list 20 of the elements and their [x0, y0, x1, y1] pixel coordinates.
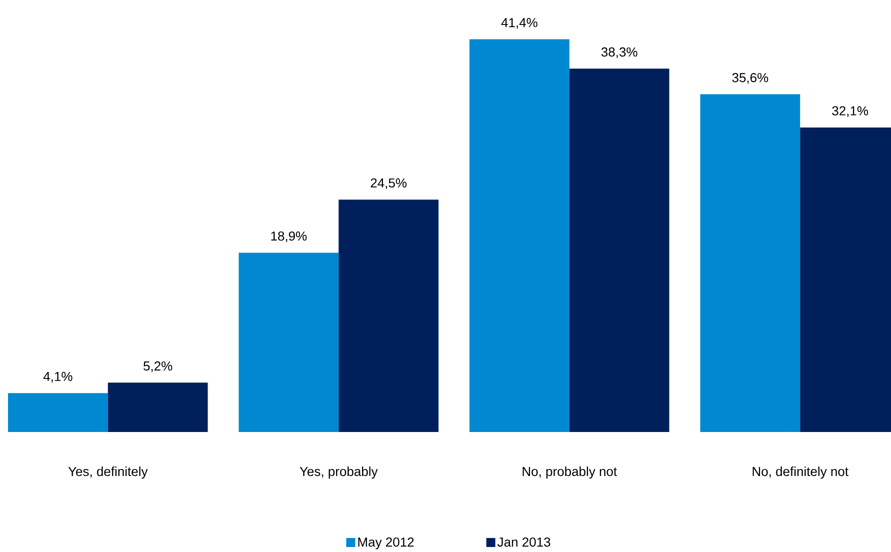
bar [238, 252, 339, 432]
data-label: 38,3% [601, 47, 638, 58]
bar [569, 68, 670, 432]
x-tick-label: Yes, definitely [68, 466, 148, 479]
x-tick-label: No, probably not [522, 466, 617, 479]
data-label: 24,5% [370, 178, 407, 190]
data-label: 35,6% [732, 73, 768, 84]
legend-label: May 2012 [358, 537, 414, 550]
x-tick-label: No, definitely not [752, 466, 848, 479]
data-label: 41,4% [501, 18, 538, 29]
data-label: 4,1% [43, 372, 72, 383]
x-tick-label: Yes, probably [300, 466, 378, 479]
bar [338, 200, 439, 432]
data-label: 32,1% [832, 106, 868, 117]
legend-label: Jan 2013 [498, 537, 550, 547]
bar [469, 39, 570, 432]
bar [108, 382, 208, 432]
bar [8, 393, 108, 432]
data-label: 5,2% [144, 361, 172, 372]
data-label: 18,9% [271, 231, 307, 242]
